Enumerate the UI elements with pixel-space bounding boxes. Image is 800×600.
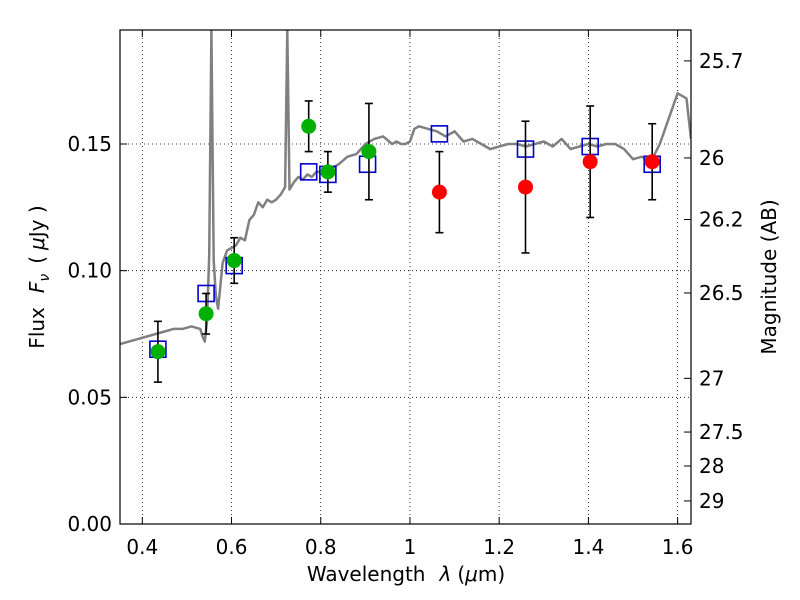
x-tick-label: 0.4 <box>126 535 158 559</box>
marker-layer <box>149 100 661 383</box>
y-tick-label: 0.10 <box>67 259 112 283</box>
photometry-point <box>582 154 598 170</box>
right-tick-label: 26.2 <box>699 207 744 231</box>
x-tick-label: 1.2 <box>483 535 515 559</box>
x-axis-title: Wavelength λ (μm) <box>307 562 505 586</box>
right-tick-label: 27 <box>699 366 724 390</box>
spectrum-layer <box>120 30 691 346</box>
x-tick-label: 1 <box>404 535 417 559</box>
right-tick-label: 27.5 <box>699 420 744 444</box>
model-square-marker <box>299 163 318 181</box>
photometry-point <box>150 344 166 360</box>
spectrum-line <box>120 30 691 346</box>
plot-frame <box>119 29 692 525</box>
photometry-point <box>226 253 242 269</box>
photometry-point <box>517 179 533 195</box>
photometry-point <box>644 154 660 170</box>
y-tick-label: 0.00 <box>67 512 112 536</box>
photometry-point <box>431 184 447 200</box>
photometry-point <box>198 306 214 322</box>
y-axis-right-title: Magnitude (AB) <box>757 199 781 354</box>
x-tick-label: 0.8 <box>305 535 337 559</box>
photometry-point <box>320 164 336 180</box>
photometry-point <box>361 144 377 160</box>
y-axis-title: FluxFν(μJy ) <box>25 205 53 348</box>
x-tick-label: 1.4 <box>572 535 604 559</box>
y-tick-label: 0.15 <box>67 132 112 156</box>
right-tick-label: 26 <box>699 146 724 170</box>
x-tick-label: 1.6 <box>662 535 694 559</box>
model-square-marker <box>430 125 449 143</box>
photometry-point <box>301 118 317 134</box>
right-tick-label: 28 <box>699 454 724 478</box>
x-tick-label: 0.6 <box>216 535 248 559</box>
right-tick-label: 29 <box>699 489 724 513</box>
axis-ticks: 0.4 0.6 0.8 1 1.2 1.4 1.6 0.00 0.05 0.10 0.15 25.7 2… <box>67 30 744 559</box>
y-tick-label: 0.05 <box>67 385 112 409</box>
right-tick-label: 25.7 <box>699 49 744 73</box>
right-tick-label: 26.5 <box>699 281 744 305</box>
